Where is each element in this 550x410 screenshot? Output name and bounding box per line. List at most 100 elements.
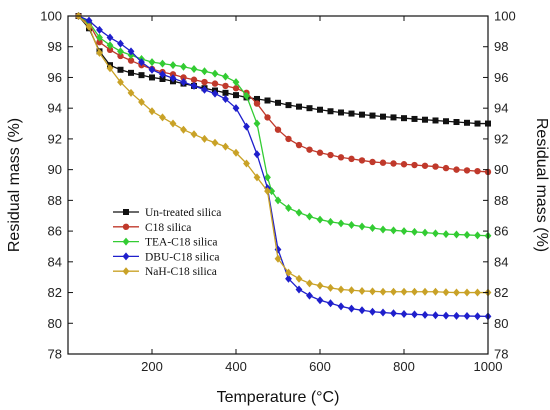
data-point bbox=[96, 48, 103, 57]
data-point bbox=[474, 231, 481, 240]
data-point bbox=[421, 310, 429, 319]
data-point bbox=[316, 281, 324, 290]
data-point bbox=[106, 41, 114, 50]
legend-entry: TEA-C18 silica bbox=[113, 237, 218, 249]
series-line bbox=[78, 15, 488, 294]
data-point bbox=[295, 208, 303, 217]
legend-entry: NaH-C18 silica bbox=[113, 266, 217, 278]
data-point bbox=[96, 25, 103, 34]
series-line bbox=[78, 15, 489, 318]
data-point bbox=[317, 106, 323, 113]
data-point bbox=[253, 119, 261, 128]
legend: Un-treated silica C18 silica TEA-C18 silic… bbox=[113, 207, 221, 278]
data-point bbox=[106, 64, 114, 73]
data-point bbox=[211, 89, 219, 98]
data-point bbox=[348, 110, 355, 117]
y-tick-label-right: 94 bbox=[494, 101, 508, 116]
y-tick-label-right: 96 bbox=[494, 70, 508, 85]
series-line bbox=[78, 15, 489, 237]
x-tick-label: 1000 bbox=[474, 359, 503, 374]
data-point bbox=[211, 138, 219, 147]
data-point bbox=[306, 105, 313, 112]
y-axis-title-left: Residual mass (%) bbox=[6, 118, 23, 252]
data-point bbox=[337, 154, 345, 161]
data-point bbox=[233, 92, 239, 99]
data-point bbox=[442, 311, 450, 320]
data-point bbox=[453, 230, 460, 239]
data-point bbox=[474, 312, 481, 321]
data-point bbox=[463, 230, 471, 239]
data-point bbox=[295, 285, 303, 294]
data-point bbox=[432, 117, 439, 124]
data-point bbox=[338, 109, 344, 116]
data-point bbox=[117, 78, 124, 87]
data-point bbox=[411, 287, 418, 296]
legend-marker bbox=[122, 237, 130, 246]
data-point bbox=[201, 85, 208, 94]
plot-frame bbox=[67, 15, 489, 355]
data-point bbox=[359, 111, 365, 118]
data-point bbox=[285, 268, 292, 277]
data-point bbox=[285, 135, 292, 143]
data-point bbox=[190, 76, 198, 83]
data-point bbox=[442, 230, 450, 239]
data-point bbox=[432, 287, 439, 296]
y-tick-label-right: 84 bbox=[494, 254, 508, 269]
y-tick-label-left: 78 bbox=[48, 347, 62, 362]
y-tick-label-right: 80 bbox=[494, 316, 508, 331]
y-tick-label-left: 100 bbox=[40, 9, 62, 24]
data-point bbox=[400, 310, 408, 319]
data-point bbox=[222, 89, 229, 96]
y-tick-label-left: 98 bbox=[48, 39, 62, 54]
data-point bbox=[369, 307, 376, 316]
data-point bbox=[348, 286, 355, 295]
data-point bbox=[106, 46, 114, 53]
y-tick-label-left: 86 bbox=[48, 224, 62, 239]
y-tick-label-right: 88 bbox=[494, 193, 508, 208]
data-point bbox=[453, 119, 460, 126]
x-tick-label: 400 bbox=[225, 359, 247, 374]
data-point bbox=[474, 288, 481, 297]
data-point bbox=[474, 120, 481, 127]
legend-marker bbox=[122, 267, 130, 276]
data-point bbox=[411, 115, 418, 122]
data-point bbox=[358, 306, 366, 315]
series-layer bbox=[75, 12, 492, 321]
x-tick-label: 200 bbox=[141, 359, 163, 374]
data-point bbox=[169, 61, 177, 70]
data-point bbox=[190, 130, 198, 139]
y-tick-label-right: 98 bbox=[494, 39, 508, 54]
data-point bbox=[232, 78, 240, 87]
data-point bbox=[401, 115, 407, 122]
data-point bbox=[232, 148, 240, 157]
data-point bbox=[474, 167, 481, 175]
data-point bbox=[253, 100, 261, 107]
data-point bbox=[254, 95, 260, 102]
data-point bbox=[275, 99, 281, 106]
data-point bbox=[327, 217, 334, 226]
y-tick-label-left: 80 bbox=[48, 316, 62, 331]
data-point bbox=[463, 167, 471, 174]
data-point bbox=[138, 98, 145, 107]
data-point bbox=[253, 150, 261, 159]
data-point bbox=[348, 220, 355, 229]
legend-label: C18 silica bbox=[145, 222, 191, 234]
y-tick-label-left: 92 bbox=[48, 131, 62, 146]
series-4 bbox=[75, 12, 492, 297]
data-point bbox=[432, 311, 439, 320]
data-point bbox=[285, 102, 292, 109]
y-tick-label-left: 90 bbox=[48, 162, 62, 177]
data-point bbox=[159, 113, 166, 122]
data-point bbox=[222, 142, 229, 151]
data-point bbox=[190, 81, 198, 90]
data-point bbox=[400, 287, 408, 296]
legend-marker bbox=[123, 209, 129, 215]
data-point bbox=[432, 163, 439, 170]
data-point bbox=[463, 288, 471, 297]
data-point bbox=[117, 66, 124, 73]
data-point bbox=[274, 245, 282, 254]
data-point bbox=[400, 227, 408, 236]
y-tick-label-left: 82 bbox=[48, 285, 62, 300]
data-point bbox=[274, 126, 282, 133]
data-point bbox=[442, 288, 450, 297]
